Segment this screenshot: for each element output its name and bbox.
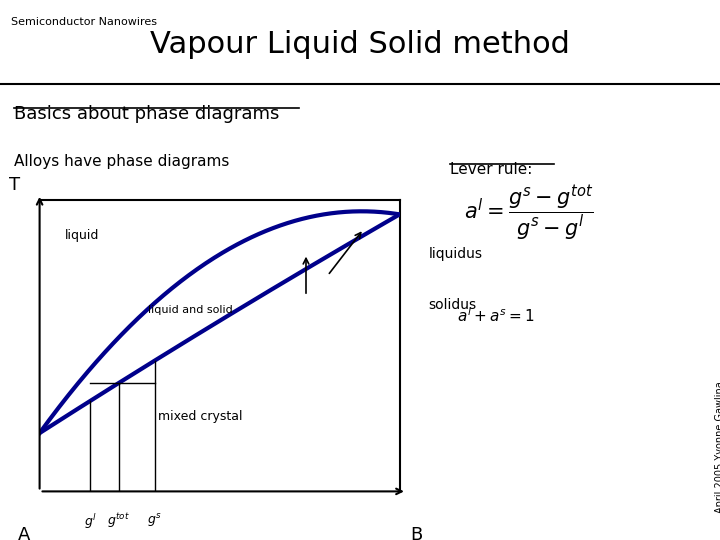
- Text: $g^l$: $g^l$: [84, 512, 96, 531]
- Text: B: B: [410, 526, 423, 540]
- Text: solidus: solidus: [428, 298, 477, 312]
- Text: Alloys have phase diagrams: Alloys have phase diagrams: [14, 154, 230, 169]
- Text: $a^l + a^s = 1$: $a^l + a^s = 1$: [457, 307, 534, 325]
- Text: mixed crystal: mixed crystal: [158, 410, 243, 423]
- Text: T: T: [9, 176, 20, 194]
- Text: Vapour Liquid Solid method: Vapour Liquid Solid method: [150, 30, 570, 59]
- Text: Semiconductor Nanowires: Semiconductor Nanowires: [11, 17, 157, 28]
- Text: April 2005 Yvonne Gawlina: April 2005 Yvonne Gawlina: [715, 381, 720, 513]
- Text: $a^l = \dfrac{g^s - g^{tot}}{g^s - g^l}$: $a^l = \dfrac{g^s - g^{tot}}{g^s - g^l}$: [464, 184, 594, 243]
- Text: A: A: [18, 526, 30, 540]
- Text: liquid and solid: liquid and solid: [148, 305, 233, 315]
- Text: liquidus: liquidus: [428, 247, 482, 261]
- Text: $g^{tot}$: $g^{tot}$: [107, 512, 130, 530]
- Text: Lever rule:: Lever rule:: [450, 162, 532, 177]
- Text: $g^s$: $g^s$: [148, 512, 162, 529]
- Text: Basics about phase diagrams: Basics about phase diagrams: [14, 105, 280, 123]
- Text: liquid: liquid: [65, 229, 99, 242]
